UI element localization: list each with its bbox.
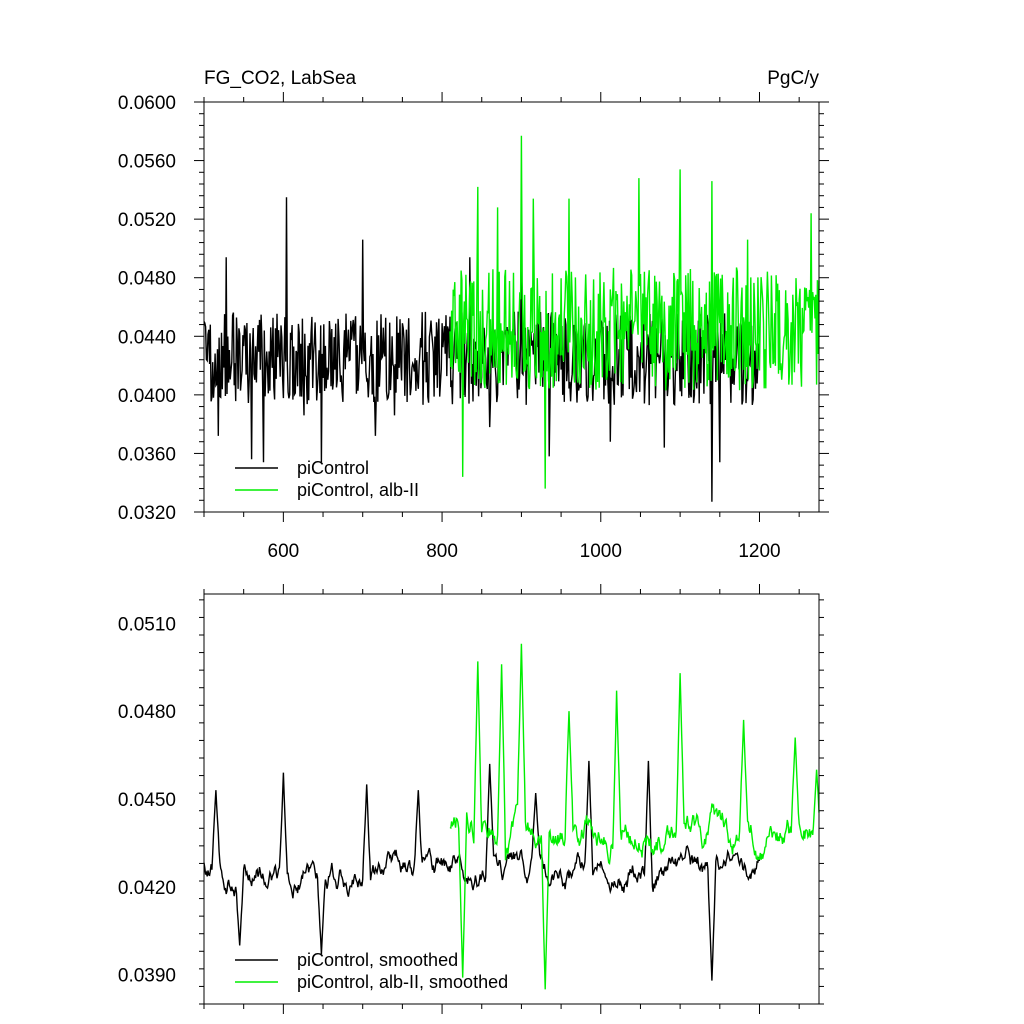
plot-frame-bottom (203, 593, 820, 1005)
y-tick-label: 0.0520 (118, 210, 176, 231)
y-tick-label: 0.0450 (118, 790, 176, 811)
units-label: PgC/y (767, 68, 819, 89)
y-tick-label: 0.0420 (118, 878, 176, 899)
x-tick-label: 1000 (580, 541, 622, 562)
bottom-panel: 0.0390 0.0420 0.0450 0.0480 0.0510 piControl,… (118, 584, 824, 1014)
figure-title: FG_CO2, LabSea (204, 68, 357, 89)
y-tick-label: 0.0480 (118, 702, 176, 723)
legend-label-top-1: piControl (297, 458, 369, 478)
x-tick-label: 800 (426, 541, 458, 562)
y-tick-label: 0.0440 (118, 327, 176, 348)
y-tick-label: 0.0560 (118, 152, 176, 173)
y-tick-label: 0.0320 (118, 503, 176, 524)
y-tick-label: 0.0390 (118, 966, 176, 987)
y-tick-label: 0.0400 (118, 386, 176, 407)
series-line-bottom-2 (449, 643, 820, 990)
x-tick-label: 1200 (738, 541, 780, 562)
legend-label-bottom-2: piControl, alb-II, smoothed (297, 972, 508, 992)
y-tick-label: 0.0480 (118, 269, 176, 290)
y-tick-label: 0.0360 (118, 444, 176, 465)
series-line-bottom-1 (203, 760, 761, 981)
legend-label-bottom-1: piControl, smoothed (297, 950, 458, 970)
x-tick-label: 600 (268, 541, 300, 562)
y-tick-label: 0.0510 (118, 614, 176, 635)
y-tick-label: 0.0600 (118, 93, 176, 114)
series-line-top-2 (449, 135, 820, 489)
plot-frame-top (203, 101, 820, 513)
top-panel: 600 800 1000 1200 0.0320 0.0360 0.0400 0.0440 0.… (118, 92, 829, 562)
legend-label-top-2: piControl, alb-II (297, 480, 419, 500)
